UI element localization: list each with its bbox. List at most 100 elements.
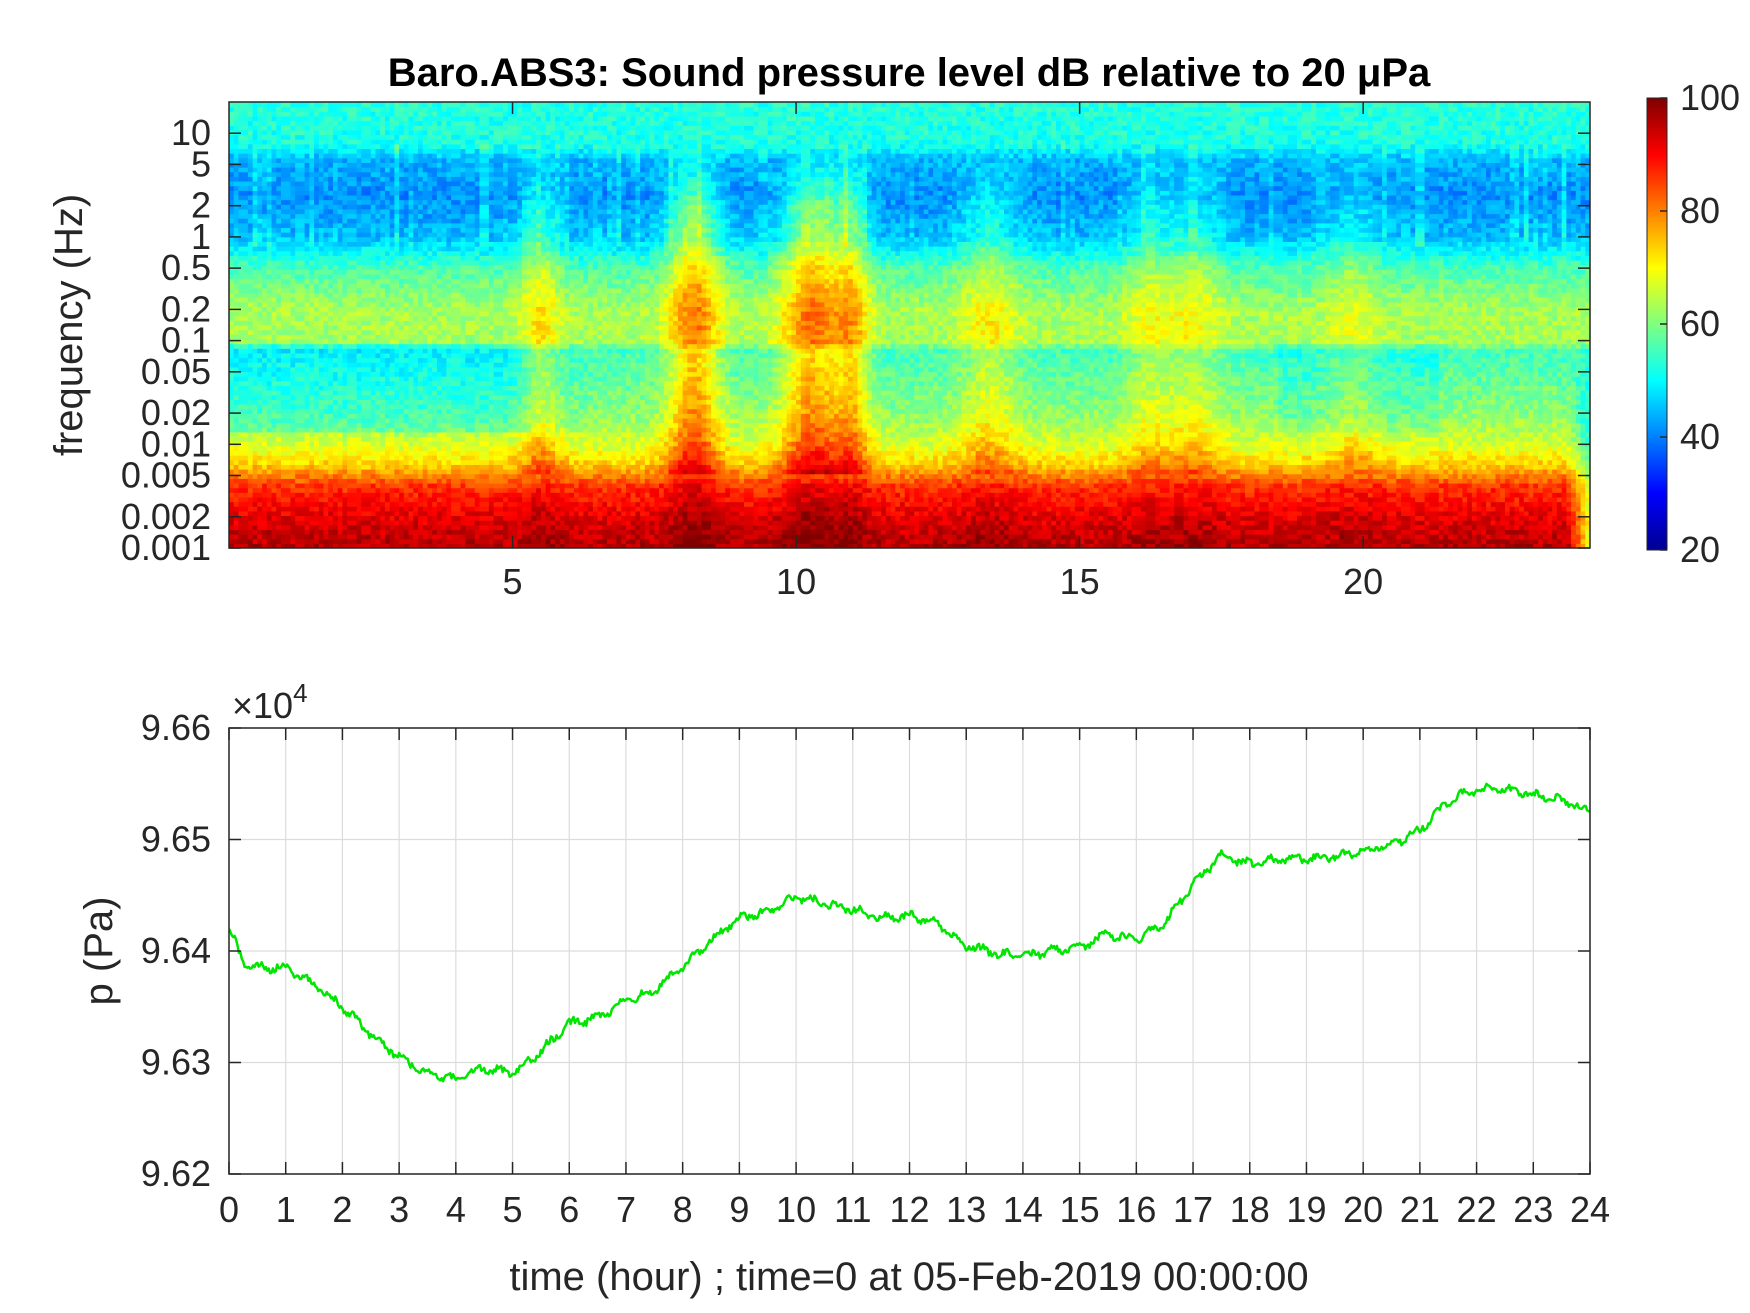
heatmap-cell	[456, 515, 461, 520]
heatmap-cell	[404, 502, 409, 507]
heatmap-cell	[456, 102, 461, 107]
heatmap-cell	[427, 181, 432, 186]
heatmap-cell	[423, 446, 428, 451]
heatmap-cell	[432, 488, 437, 493]
heatmap-cell	[314, 404, 319, 409]
heatmap-cell	[243, 292, 248, 297]
heatmap-cell	[427, 116, 432, 121]
heatmap-cell	[352, 153, 357, 158]
heatmap-cell	[461, 246, 466, 251]
heatmap-cell	[243, 204, 248, 209]
heatmap-cell	[290, 529, 295, 534]
heatmap-cell	[300, 316, 305, 321]
heatmap-cell	[404, 158, 409, 163]
heatmap-cell	[404, 302, 409, 307]
heatmap-cell	[347, 279, 352, 284]
heatmap-cell	[314, 186, 319, 191]
heatmap-cell	[427, 214, 432, 219]
heatmap-cell	[465, 399, 470, 404]
heatmap-cell	[427, 390, 432, 395]
heatmap-cell	[465, 474, 470, 479]
heatmap-cell	[380, 376, 385, 381]
heatmap-cell	[437, 237, 442, 242]
heatmap-cell	[267, 460, 272, 465]
heatmap-cell	[446, 116, 451, 121]
heatmap-cell	[361, 534, 366, 539]
heatmap-cell	[385, 371, 390, 376]
heatmap-cell	[357, 511, 362, 516]
heatmap-cell	[376, 418, 381, 423]
heatmap-cell	[234, 385, 239, 390]
heatmap-cell	[342, 269, 347, 274]
heatmap-cell	[328, 279, 333, 284]
heatmap-cell	[461, 469, 466, 474]
heatmap-cell	[432, 302, 437, 307]
heatmap-cell	[432, 204, 437, 209]
heatmap-cell	[357, 214, 362, 219]
heatmap-cell	[404, 348, 409, 353]
heatmap-cell	[305, 404, 310, 409]
heatmap-cell	[437, 311, 442, 316]
heatmap-cell	[385, 353, 390, 358]
heatmap-cell	[461, 167, 466, 172]
heatmap-cell	[446, 306, 451, 311]
heatmap-cell	[309, 279, 314, 284]
heatmap-cell	[238, 339, 243, 344]
heatmap-cell	[437, 214, 442, 219]
heatmap-cell	[437, 399, 442, 404]
heatmap-cell	[385, 241, 390, 246]
heatmap-cell	[376, 525, 381, 530]
heatmap-cell	[451, 469, 456, 474]
heatmap-cell	[390, 255, 395, 260]
heatmap-cell	[234, 399, 239, 404]
heatmap-cell	[451, 525, 456, 530]
heatmap-cell	[333, 251, 338, 256]
heatmap-cell	[324, 121, 329, 126]
heatmap-cell	[234, 148, 239, 153]
heatmap-cell	[238, 413, 243, 418]
heatmap-cell	[394, 121, 399, 126]
heatmap-cell	[376, 413, 381, 418]
heatmap-cell	[300, 223, 305, 228]
heatmap-cell	[366, 135, 371, 140]
heatmap-cell	[399, 376, 404, 381]
heatmap-cell	[347, 255, 352, 260]
heatmap-cell	[281, 506, 286, 511]
heatmap-cell	[295, 316, 300, 321]
heatmap-cell	[300, 469, 305, 474]
heatmap-cell	[456, 367, 461, 372]
heatmap-cell	[319, 288, 324, 293]
heatmap-cell	[276, 492, 281, 497]
heatmap-cell	[446, 358, 451, 363]
heatmap-cell	[461, 413, 466, 418]
heatmap-cell	[394, 102, 399, 107]
heatmap-cell	[470, 381, 475, 386]
heatmap-cell	[451, 204, 456, 209]
heatmap-cell	[295, 279, 300, 284]
heatmap-cell	[357, 427, 362, 432]
heatmap-cell	[432, 515, 437, 520]
heatmap-cell	[437, 209, 442, 214]
heatmap-cell	[324, 144, 329, 149]
heatmap-cell	[286, 418, 291, 423]
heatmap-cell	[432, 102, 437, 107]
heatmap-cell	[333, 515, 338, 520]
heatmap-cell	[380, 251, 385, 256]
heatmap-cell	[262, 534, 267, 539]
heatmap-cell	[248, 404, 253, 409]
heatmap-cell	[234, 241, 239, 246]
heatmap-cell	[352, 269, 357, 274]
heatmap-cell	[446, 446, 451, 451]
heatmap-cell	[442, 469, 447, 474]
heatmap-cell	[427, 395, 432, 400]
heatmap-cell	[262, 525, 267, 530]
heatmap-cell	[357, 306, 362, 311]
heatmap-cell	[238, 497, 243, 502]
heatmap-cell	[257, 432, 262, 437]
heatmap-cell	[253, 139, 258, 144]
heatmap-cell	[446, 325, 451, 330]
heatmap-cell	[276, 320, 281, 325]
heatmap-cell	[352, 427, 357, 432]
heatmap-cell	[347, 399, 352, 404]
heatmap-cell	[286, 455, 291, 460]
